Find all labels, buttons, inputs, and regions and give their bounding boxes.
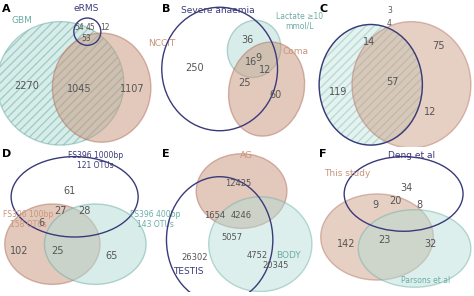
Text: 60: 60	[270, 90, 282, 100]
Text: 119: 119	[329, 87, 347, 97]
Ellipse shape	[321, 194, 433, 280]
Text: This study: This study	[324, 169, 370, 178]
Text: TESTIS: TESTIS	[173, 267, 203, 276]
Text: 12: 12	[100, 23, 109, 32]
Text: 16: 16	[245, 57, 257, 67]
Text: AG: AG	[240, 151, 253, 160]
Text: 9: 9	[255, 52, 262, 62]
Text: 1045: 1045	[67, 84, 91, 94]
Text: 3: 3	[387, 6, 392, 15]
Text: 8: 8	[416, 200, 422, 210]
Ellipse shape	[352, 22, 471, 148]
Ellipse shape	[53, 33, 151, 142]
Ellipse shape	[196, 154, 287, 229]
Text: 32: 32	[424, 239, 437, 249]
Text: 75: 75	[432, 41, 444, 51]
Ellipse shape	[45, 204, 146, 284]
Text: 34: 34	[401, 183, 413, 193]
Text: 57: 57	[386, 77, 399, 87]
Text: E: E	[162, 149, 169, 160]
Text: 20345: 20345	[263, 261, 289, 270]
Text: 4: 4	[387, 19, 392, 28]
Text: 14: 14	[363, 37, 375, 47]
Text: Severe anaemia: Severe anaemia	[181, 6, 255, 15]
Text: 102: 102	[10, 246, 28, 256]
Text: GBM: GBM	[11, 16, 32, 25]
Text: C: C	[319, 4, 327, 15]
Text: 4246: 4246	[231, 211, 252, 220]
Text: 45: 45	[86, 23, 95, 32]
Text: 250: 250	[185, 62, 204, 73]
Text: 28: 28	[78, 206, 91, 216]
Text: 12: 12	[424, 107, 437, 117]
Text: 142: 142	[337, 239, 355, 249]
Text: F: F	[319, 149, 327, 160]
Text: 61: 61	[64, 186, 76, 196]
Text: Parsons et al: Parsons et al	[401, 276, 450, 284]
Text: 65: 65	[105, 251, 118, 261]
Text: 26302: 26302	[182, 252, 208, 262]
Text: BODY: BODY	[276, 251, 301, 260]
Ellipse shape	[358, 210, 471, 287]
Text: Coma: Coma	[283, 47, 309, 56]
Text: 53: 53	[81, 34, 91, 43]
Text: 12: 12	[259, 65, 271, 75]
Text: 25: 25	[238, 78, 251, 88]
Text: NCCIT: NCCIT	[148, 39, 175, 48]
Ellipse shape	[0, 22, 124, 145]
Text: D: D	[1, 149, 11, 160]
Text: 27: 27	[54, 206, 66, 216]
Ellipse shape	[319, 25, 422, 145]
Text: 23: 23	[379, 235, 391, 245]
Text: B: B	[162, 4, 170, 15]
Text: 5057: 5057	[222, 232, 243, 242]
Ellipse shape	[228, 20, 281, 78]
Text: FS396 100bp
158 OTUs: FS396 100bp 158 OTUs	[3, 210, 54, 229]
Text: 9: 9	[373, 200, 379, 210]
Text: 54: 54	[74, 23, 84, 32]
Text: A: A	[1, 4, 10, 15]
Ellipse shape	[228, 42, 305, 136]
Text: 20: 20	[390, 196, 402, 206]
Text: 4752: 4752	[246, 251, 268, 260]
Text: Deng et al: Deng et al	[388, 151, 435, 160]
Text: 36: 36	[242, 35, 254, 45]
Ellipse shape	[209, 197, 312, 292]
Text: FS396 400bp
143 OTUs: FS396 400bp 143 OTUs	[130, 210, 181, 229]
Text: 6: 6	[38, 218, 45, 228]
Text: eRMS: eRMS	[73, 4, 99, 13]
Text: 12425: 12425	[225, 179, 252, 188]
Text: 2270: 2270	[15, 81, 39, 91]
Text: 25: 25	[51, 246, 64, 256]
Text: FS396 1000bp
121 OTUs: FS396 1000bp 121 OTUs	[68, 151, 123, 170]
Ellipse shape	[5, 204, 100, 284]
Text: Lactate ≥10
mmol/L: Lactate ≥10 mmol/L	[276, 12, 323, 30]
Text: 1654: 1654	[204, 211, 226, 220]
Text: 1107: 1107	[119, 84, 144, 94]
